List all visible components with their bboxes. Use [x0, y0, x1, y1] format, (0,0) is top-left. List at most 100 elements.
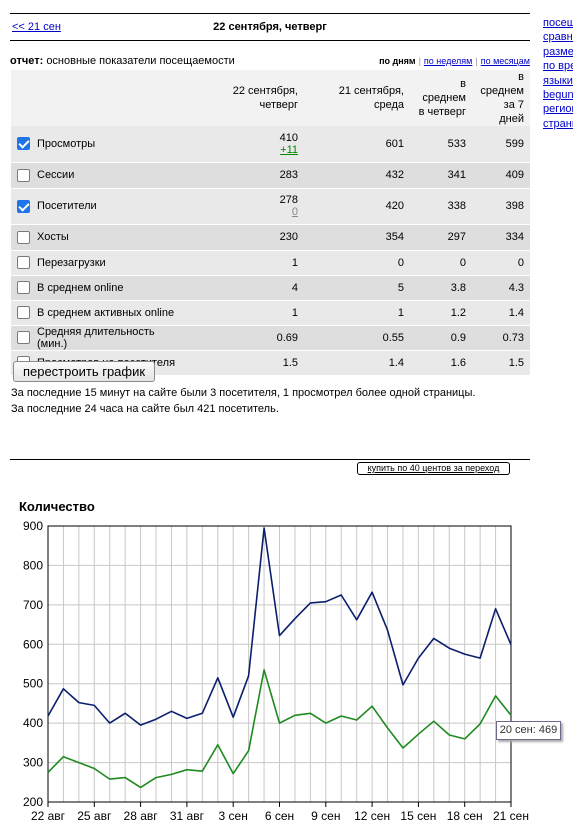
table-row: Средняя длительность (мин.) 0.69 0.55 0.9 0.… — [11, 325, 530, 351]
metric-label: Хосты — [35, 224, 191, 251]
metric-label: Сессии — [35, 162, 191, 189]
metric-value: 354 — [385, 231, 404, 243]
x-tick-label: 3 сен — [219, 809, 248, 823]
online-note: За последние 15 минут на сайте были 3 по… — [11, 387, 476, 399]
date-nav-header: << 21 сен 22 сентября, четверг — [10, 16, 530, 38]
metric-value: 0.55 — [382, 331, 404, 344]
metric-value: 1.4 — [388, 356, 404, 369]
period-month-link[interactable]: по месяцам — [480, 56, 530, 66]
chart-tooltip: 20 сен: 469 — [496, 721, 561, 740]
metric-value: 230 — [279, 231, 298, 243]
metric-label: В среднем online — [35, 275, 191, 301]
sidebar-link[interactable]: регионы — [543, 103, 573, 116]
metric-delta-link[interactable]: 0 — [291, 206, 298, 218]
metric-value: 1.5 — [508, 356, 524, 369]
metric-value: 338 — [447, 200, 466, 212]
buy-traffic-button[interactable]: купить по 40 центов за переход — [357, 462, 510, 475]
sidebar-link[interactable]: языки — [543, 74, 573, 87]
y-tick-label: 900 — [23, 519, 43, 533]
col-header: в среднем за 7 дней — [472, 70, 530, 126]
metric-value: 0 — [459, 256, 466, 269]
report-label: отчет: — [10, 55, 44, 67]
y-tick-label: 600 — [23, 637, 43, 651]
col-header: 22 сентября, четверг — [191, 70, 304, 126]
series-line-views — [47, 527, 512, 726]
metric-value: 1 — [397, 306, 404, 319]
rebuild-chart-button[interactable]: перестроить график — [13, 361, 155, 382]
table-row: В среднем online 4 5 3.8 4.3 — [11, 275, 530, 301]
header-top-rule — [10, 13, 530, 14]
sidebar-link[interactable]: страны — [543, 117, 573, 130]
page-title: 22 сентября, четверг — [213, 21, 327, 33]
sidebar-link[interactable]: по времени — [543, 60, 573, 73]
prev-day-link[interactable]: << 21 сен — [12, 21, 61, 33]
series-line-visitors — [47, 669, 512, 789]
period-week-link[interactable]: по неделям — [423, 56, 473, 66]
table-row: В среднем активных online 1 1 1.2 1.4 — [11, 300, 530, 326]
metric-value: 3.8 — [450, 281, 466, 294]
metric-value: 1.5 — [282, 356, 298, 369]
metric-checkbox[interactable] — [17, 281, 30, 294]
table-row: Перезагрузки 1 0 0 0 — [11, 250, 530, 276]
metric-value: 1.2 — [450, 306, 466, 319]
y-tick-label: 200 — [23, 795, 43, 809]
metric-value: 0.69 — [276, 331, 298, 344]
metric-value: 0 — [517, 256, 524, 269]
metric-value: 409 — [505, 169, 524, 181]
table-row: Сессии 283 432 341 409 — [11, 162, 530, 189]
metric-checkbox[interactable] — [17, 230, 30, 244]
section-divider — [10, 459, 530, 460]
x-tick-label: 15 сен — [400, 809, 436, 823]
sidebar-link[interactable]: begun — [543, 89, 573, 102]
y-tick-label: 300 — [23, 756, 43, 770]
metric-value: 1 — [291, 306, 298, 319]
metric-value: 420 — [385, 200, 404, 212]
metric-value: 599 — [505, 137, 524, 150]
report-name: основные показатели посещаемости — [46, 55, 235, 67]
metric-value: 5 — [397, 281, 404, 294]
daily-note: За последние 24 часа на сайте был 421 по… — [11, 403, 279, 415]
x-tick-label: 22 авг — [31, 809, 66, 823]
metric-value: 0.9 — [450, 331, 466, 344]
metric-checkbox[interactable] — [17, 306, 30, 319]
metric-checkbox[interactable] — [17, 256, 30, 269]
metric-value: 283 — [279, 169, 298, 181]
metric-value: 278 — [279, 194, 298, 206]
table-row: Посетители 278 0 420 338 398 — [11, 188, 530, 225]
x-tick-label: 12 сен — [354, 809, 390, 823]
period-day[interactable]: по дням — [379, 56, 416, 66]
sidebar-link[interactable]: посещаемость — [543, 17, 573, 29]
metric-checkbox[interactable] — [17, 137, 30, 151]
x-tick-label: 31 авг — [170, 809, 205, 823]
metric-value: 1 — [291, 256, 298, 269]
header-bottom-rule — [10, 40, 530, 41]
plot-border — [47, 525, 512, 803]
metric-value: 432 — [385, 169, 404, 181]
metric-label: Средняя длительность (мин.) — [35, 325, 191, 351]
metric-checkbox[interactable] — [17, 199, 30, 213]
chart-title: Количество — [19, 499, 95, 514]
traffic-chart: 200 300 400 500 600 700 800 900 22 авг 25 авг 28 а… — [23, 519, 529, 823]
x-tick-label: 9 сен — [311, 809, 340, 823]
metric-delta-link[interactable]: +11 — [280, 143, 298, 156]
x-tick-label: 6 сен — [265, 809, 294, 823]
sidebar-link[interactable]: сравнение — [543, 31, 573, 44]
metric-label: Просмотры — [35, 126, 191, 163]
metric-value: 341 — [447, 169, 466, 181]
y-tick-label: 800 — [23, 558, 43, 572]
y-tick-label: 500 — [23, 677, 43, 691]
metric-value: 0 — [397, 256, 404, 269]
metric-checkbox[interactable] — [17, 168, 30, 182]
period-switch: по дням | по неделям | по месяцам — [379, 56, 530, 66]
table-row: Просмотры 410 +11 601 533 599 — [11, 126, 530, 163]
metric-checkbox[interactable] — [17, 331, 30, 344]
metric-value: 1.4 — [508, 306, 524, 319]
metric-label: Посетители — [35, 188, 191, 225]
x-tick-label: 18 сен — [447, 809, 483, 823]
metric-value: 533 — [447, 137, 466, 150]
report-row: отчет: основные показатели посещаемости … — [10, 55, 530, 69]
y-tick-label: 400 — [23, 716, 43, 730]
metric-value: 601 — [385, 137, 404, 150]
x-tick-label: 28 авг — [124, 809, 159, 823]
sidebar-link[interactable]: размер — [543, 45, 573, 58]
